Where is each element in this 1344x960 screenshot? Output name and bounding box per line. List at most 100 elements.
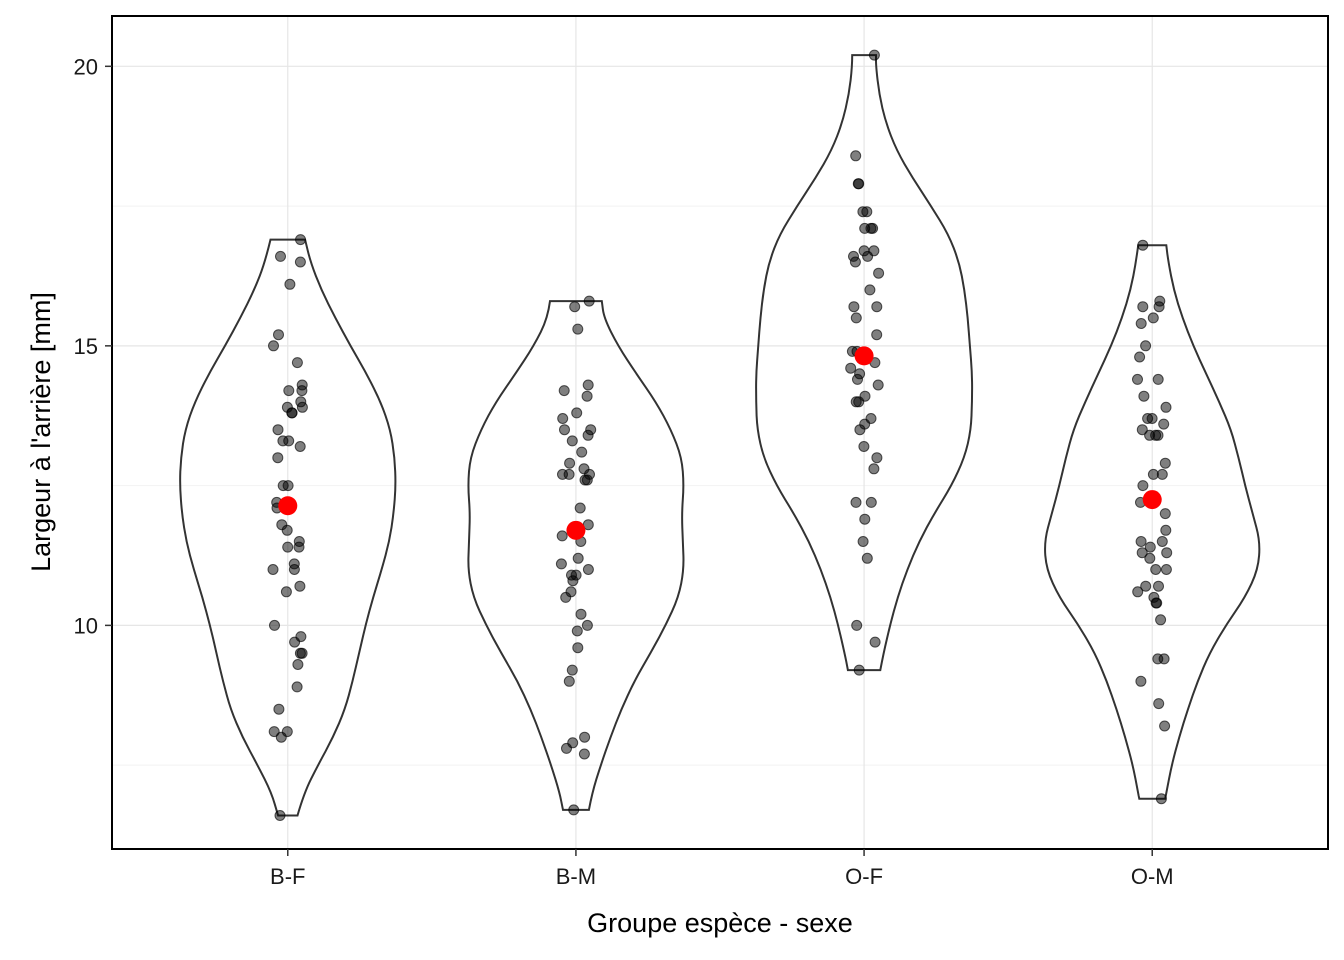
data-point <box>274 810 286 821</box>
data-point <box>1147 312 1159 324</box>
data-point <box>273 329 284 341</box>
data-point <box>572 323 584 335</box>
violin-O-F <box>755 54 974 672</box>
data-point <box>861 552 873 564</box>
data-point <box>564 457 576 469</box>
data-point <box>294 256 306 268</box>
data-point <box>1152 373 1164 385</box>
data-point <box>850 396 862 408</box>
data-point <box>572 552 584 564</box>
data-point <box>569 301 581 313</box>
data-point <box>291 357 303 369</box>
data-point <box>1132 373 1143 385</box>
data-point <box>275 731 287 743</box>
data-point <box>556 530 568 542</box>
data-point <box>288 564 300 575</box>
data-point <box>269 619 280 631</box>
x-tick-label: O-F <box>845 864 883 889</box>
x-tick-label: B-M <box>556 864 596 889</box>
data-point <box>572 642 584 654</box>
data-point <box>1144 541 1156 553</box>
data-point <box>1140 340 1152 352</box>
data-point <box>294 441 306 452</box>
data-point <box>1137 239 1149 251</box>
data-point <box>1153 580 1164 592</box>
data-point <box>295 234 306 246</box>
data-point <box>557 468 568 480</box>
data-point <box>1160 401 1172 413</box>
data-point <box>277 435 289 447</box>
grid-lines <box>112 16 1328 849</box>
data-point <box>871 452 883 464</box>
data-point <box>850 496 862 508</box>
data-point <box>292 659 304 670</box>
data-point <box>579 474 591 486</box>
data-point <box>583 295 595 307</box>
data-point <box>273 703 285 715</box>
violin-B-F <box>179 238 397 817</box>
data-point <box>1151 597 1163 609</box>
data-point <box>283 385 295 397</box>
data-point <box>281 524 293 536</box>
data-point <box>871 329 883 341</box>
plot-border <box>111 15 1329 850</box>
data-point <box>854 424 866 436</box>
mean-point-B-M <box>566 520 586 540</box>
data-point <box>555 558 567 570</box>
data-point <box>582 379 594 391</box>
data-point <box>1159 508 1171 520</box>
data-point <box>284 278 296 290</box>
data-point <box>268 726 280 738</box>
data-point <box>865 496 877 508</box>
data-point <box>1150 564 1162 575</box>
data-point <box>1136 547 1148 559</box>
data-point <box>277 480 289 492</box>
data-point <box>1136 424 1148 436</box>
data-point <box>296 401 308 413</box>
violin-B-M <box>467 300 685 811</box>
data-point <box>1158 653 1170 665</box>
data-point <box>293 541 305 553</box>
data-point <box>280 586 292 598</box>
data-point <box>272 452 284 464</box>
data-point <box>868 463 880 475</box>
data-point <box>268 340 279 352</box>
y-tick-label: 20 <box>74 54 98 79</box>
mean-point-O-F <box>854 346 874 366</box>
data-point <box>275 250 286 262</box>
data-point <box>1158 418 1170 430</box>
data-point <box>559 424 570 436</box>
data-point <box>1144 552 1156 564</box>
data-point <box>291 681 303 693</box>
data-point <box>558 385 570 397</box>
data-point <box>560 591 572 603</box>
data-point <box>873 267 885 279</box>
mean-point-B-F <box>278 496 298 516</box>
data-point <box>1137 301 1149 313</box>
data-point <box>578 748 590 760</box>
data-point <box>282 541 294 553</box>
data-point <box>296 647 308 659</box>
data-point <box>859 513 871 525</box>
data-point <box>1159 720 1171 732</box>
data-point <box>1155 614 1167 626</box>
y-tick-label: 10 <box>74 613 98 638</box>
data-point <box>582 429 594 441</box>
data-point <box>1160 564 1172 575</box>
data-point <box>1137 480 1149 492</box>
data-point <box>568 804 580 816</box>
data-point <box>286 407 298 419</box>
data-point <box>571 407 583 419</box>
y-axis: 10 15 20 <box>74 54 112 638</box>
data-point <box>563 675 575 687</box>
data-point <box>582 564 594 575</box>
data-points <box>267 49 1173 821</box>
data-point <box>1153 698 1165 710</box>
data-point <box>296 385 308 397</box>
data-point <box>872 379 884 391</box>
x-axis: B-F B-M O-F O-M <box>270 849 1174 889</box>
data-point <box>1153 301 1165 313</box>
data-point <box>864 284 876 296</box>
data-point <box>857 536 869 547</box>
